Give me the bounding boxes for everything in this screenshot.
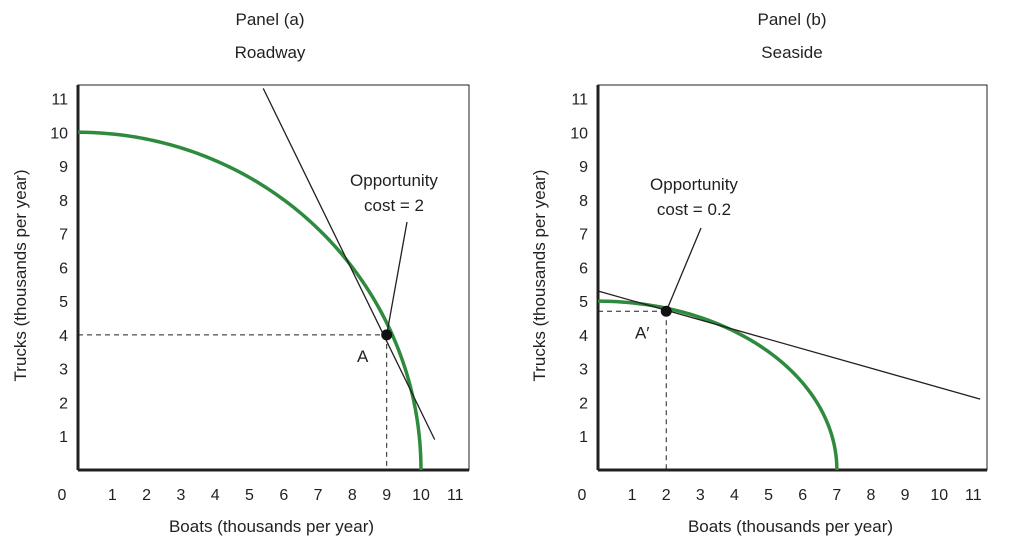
x-tick-label: 3	[696, 487, 705, 504]
y-tick-label: 6	[59, 260, 68, 277]
y-tick-label: 3	[59, 362, 68, 379]
annotation-text: Opportunity	[650, 175, 738, 194]
y-axis-label: Trucks (thousands per year)	[530, 170, 549, 382]
x-axis-label: Boats (thousands per year)	[688, 517, 893, 536]
y-tick-label: 9	[59, 159, 68, 176]
y-tick-label: 5	[579, 294, 588, 311]
x-tick-label: 7	[314, 487, 323, 504]
x-tick-label: 9	[382, 487, 391, 504]
chart-title: Roadway	[235, 43, 306, 62]
x-tick-label: 11	[965, 487, 982, 504]
y-tick-label: 1	[59, 429, 68, 446]
y-tick-label: 8	[59, 193, 68, 210]
annotation-text: cost = 2	[364, 196, 424, 215]
x-tick-label: 11	[447, 487, 464, 504]
y-tick-label: 1	[579, 429, 588, 446]
x-tick-label: 10	[412, 487, 430, 504]
x-tick-label: 0	[578, 487, 587, 504]
point-marker	[660, 305, 672, 317]
y-tick-label: 11	[571, 92, 588, 109]
x-tick-label: 1	[108, 487, 117, 504]
tangent-line	[262, 88, 436, 440]
y-tick-label: 7	[59, 227, 68, 244]
x-tick-label: 0	[58, 487, 67, 504]
x-tick-label: 8	[867, 487, 876, 504]
y-tick-label: 5	[59, 294, 68, 311]
plot-frame	[597, 84, 988, 471]
tangent-line	[597, 290, 981, 400]
y-tick-label: 10	[570, 125, 588, 142]
y-tick-label: 6	[579, 260, 588, 277]
ppc-curve	[597, 299, 839, 471]
plot-frame	[77, 84, 470, 471]
panel-label: Panel (b)	[758, 10, 827, 29]
y-tick-label: 4	[579, 328, 588, 345]
point-label: A	[357, 347, 369, 366]
y-tick-label: 3	[579, 362, 588, 379]
x-tick-label: 10	[930, 487, 948, 504]
x-axis-label: Boats (thousands per year)	[169, 517, 374, 536]
y-tick-label: 8	[579, 193, 588, 210]
x-tick-label: 5	[764, 487, 773, 504]
annotation-text: cost = 0.2	[657, 200, 731, 219]
panel-label: Panel (a)	[236, 10, 305, 29]
y-tick-label: 7	[579, 227, 588, 244]
x-tick-label: 3	[176, 487, 185, 504]
y-tick-label: 2	[579, 395, 588, 412]
x-tick-label: 9	[901, 487, 910, 504]
y-tick-label: 4	[59, 328, 68, 345]
annotation-text: Opportunity	[350, 171, 438, 190]
x-tick-label: 1	[628, 487, 637, 504]
x-tick-label: 4	[211, 487, 220, 504]
x-tick-label: 7	[832, 487, 841, 504]
annotation-leader	[386, 221, 408, 336]
x-tick-label: 6	[279, 487, 288, 504]
x-tick-label: 4	[730, 487, 739, 504]
y-tick-label: 2	[59, 395, 68, 412]
y-axis-label: Trucks (thousands per year)	[11, 170, 30, 382]
annotation-leader	[665, 227, 702, 312]
y-tick-label: 9	[579, 159, 588, 176]
x-tick-label: 6	[798, 487, 807, 504]
x-tick-label: 2	[142, 487, 151, 504]
x-tick-label: 2	[662, 487, 671, 504]
y-tick-label: 10	[50, 125, 68, 142]
x-tick-label: 8	[348, 487, 357, 504]
point-label: A′	[635, 323, 650, 342]
chart-title: Seaside	[761, 43, 822, 62]
y-tick-label: 11	[51, 92, 68, 109]
x-tick-label: 5	[245, 487, 254, 504]
point-marker	[381, 329, 393, 341]
ppc-curve	[77, 130, 423, 471]
